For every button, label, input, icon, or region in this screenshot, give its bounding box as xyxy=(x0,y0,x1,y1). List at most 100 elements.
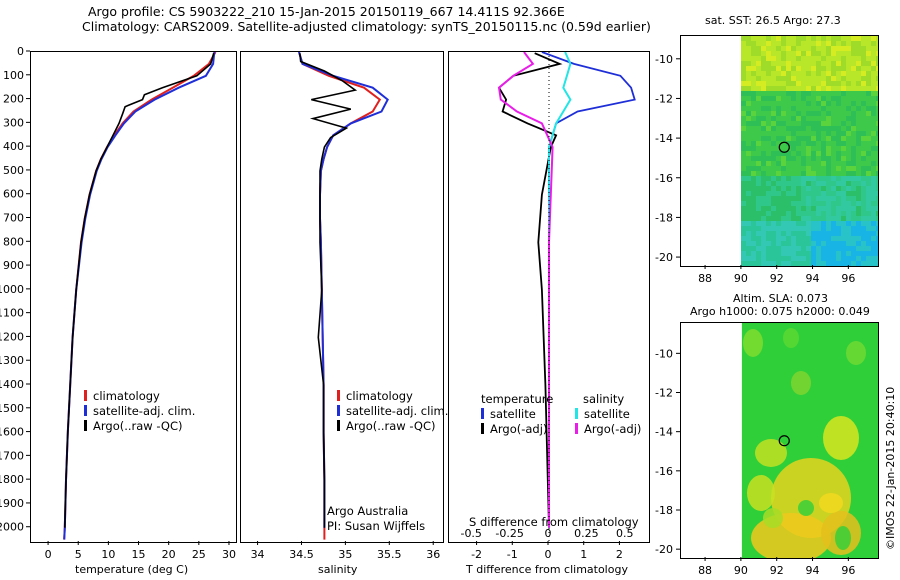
sst-cell xyxy=(831,226,836,231)
sst-cell xyxy=(811,66,816,71)
sst-cell xyxy=(876,106,878,111)
sla-map-title1: Altim. SLA: 0.073 xyxy=(733,292,829,305)
sst-cell xyxy=(776,156,781,161)
sst-cell xyxy=(811,206,816,211)
sst-cell xyxy=(766,161,771,166)
sst-cell xyxy=(861,161,866,166)
sst-cell xyxy=(766,136,771,141)
sst-cell xyxy=(846,216,851,221)
sst-cell xyxy=(766,206,771,211)
sst-cell xyxy=(861,201,866,206)
sst-cell xyxy=(796,231,801,236)
sst-cell xyxy=(756,76,761,81)
sst-cell xyxy=(876,131,878,136)
sst-cell xyxy=(741,236,746,241)
sst-cell xyxy=(766,146,771,151)
sst-cell xyxy=(866,171,871,176)
sst-cell xyxy=(826,96,831,101)
sst-cell xyxy=(821,111,826,116)
sst-cell xyxy=(741,151,746,156)
sst-cell xyxy=(776,61,781,66)
sst-cell xyxy=(816,241,821,246)
sst-cell xyxy=(766,61,771,66)
sst-cell xyxy=(856,121,861,126)
sst-cell xyxy=(876,66,878,71)
depth-tick-label: 1900 xyxy=(0,497,24,510)
sst-cell xyxy=(751,111,756,116)
sst-cell xyxy=(801,51,806,56)
sst-cell xyxy=(831,86,836,91)
sst-cell xyxy=(856,136,861,141)
sst-cell xyxy=(831,126,836,131)
sst-cell xyxy=(806,196,811,201)
sst-cell xyxy=(776,126,781,131)
sst-cell xyxy=(781,256,786,261)
sst-cell xyxy=(861,236,866,241)
sal-x-tick-label: 35 xyxy=(338,548,352,561)
sst-cell xyxy=(766,41,771,46)
sst-cell xyxy=(866,96,871,101)
map-lon-label: 94 xyxy=(806,564,820,577)
sst-cell xyxy=(876,201,878,206)
sst-cell xyxy=(821,76,826,81)
sst-cell xyxy=(821,126,826,131)
sst-cell xyxy=(841,176,846,181)
sst-cell xyxy=(866,71,871,76)
sst-cell xyxy=(811,231,816,236)
sst-cell xyxy=(776,106,781,111)
sst-cell xyxy=(776,161,781,166)
sst-cell xyxy=(791,111,796,116)
sst-cell xyxy=(776,41,781,46)
sst-cell xyxy=(806,186,811,191)
sst-cell xyxy=(791,71,796,76)
sst-cell xyxy=(856,211,861,216)
sst-cell xyxy=(821,51,826,56)
sst-cell xyxy=(746,221,751,226)
sst-cell xyxy=(791,221,796,226)
sst-cell xyxy=(856,196,861,201)
sst-cell xyxy=(786,36,791,41)
sst-cell xyxy=(746,216,751,221)
sst-cell xyxy=(836,46,841,51)
sst-cell xyxy=(851,101,856,106)
sst-cell xyxy=(801,161,806,166)
sst-cell xyxy=(761,236,766,241)
sst-cell xyxy=(786,226,791,231)
difference-legend-salinity: salinity satellite Argo(-adj) xyxy=(575,392,641,437)
sst-cell xyxy=(876,216,878,221)
sst-cell xyxy=(851,191,856,196)
sst-cell xyxy=(766,121,771,126)
sst-cell xyxy=(766,181,771,186)
sst-cell xyxy=(851,51,856,56)
sst-cell xyxy=(856,81,861,86)
sst-cell xyxy=(851,36,856,41)
sst-cell xyxy=(801,186,806,191)
sst-cell xyxy=(751,76,756,81)
map-lon-label: 90 xyxy=(734,564,748,577)
sst-cell xyxy=(806,126,811,131)
sst-cell xyxy=(776,246,781,251)
sst-cell xyxy=(776,56,781,61)
sst-cell xyxy=(821,91,826,96)
sst-cell xyxy=(816,251,821,256)
sst-cell xyxy=(781,226,786,231)
sst-cell xyxy=(876,41,878,46)
sst-cell xyxy=(766,226,771,231)
sst-cell xyxy=(816,116,821,121)
sst-cell xyxy=(866,46,871,51)
sst-cell xyxy=(836,166,841,171)
sst-cell xyxy=(776,76,781,81)
sst-cell xyxy=(856,186,861,191)
sst-cell xyxy=(746,91,751,96)
sst-cell xyxy=(746,41,751,46)
sst-cell xyxy=(756,36,761,41)
sst-cell xyxy=(836,151,841,156)
sst-cell xyxy=(836,141,841,146)
sst-cell xyxy=(831,131,836,136)
sst-cell xyxy=(846,101,851,106)
sst-cell xyxy=(786,131,791,136)
sst-cell xyxy=(851,241,856,246)
sst-cell xyxy=(756,51,761,56)
sst-cell xyxy=(791,66,796,71)
sst-cell xyxy=(751,166,756,171)
